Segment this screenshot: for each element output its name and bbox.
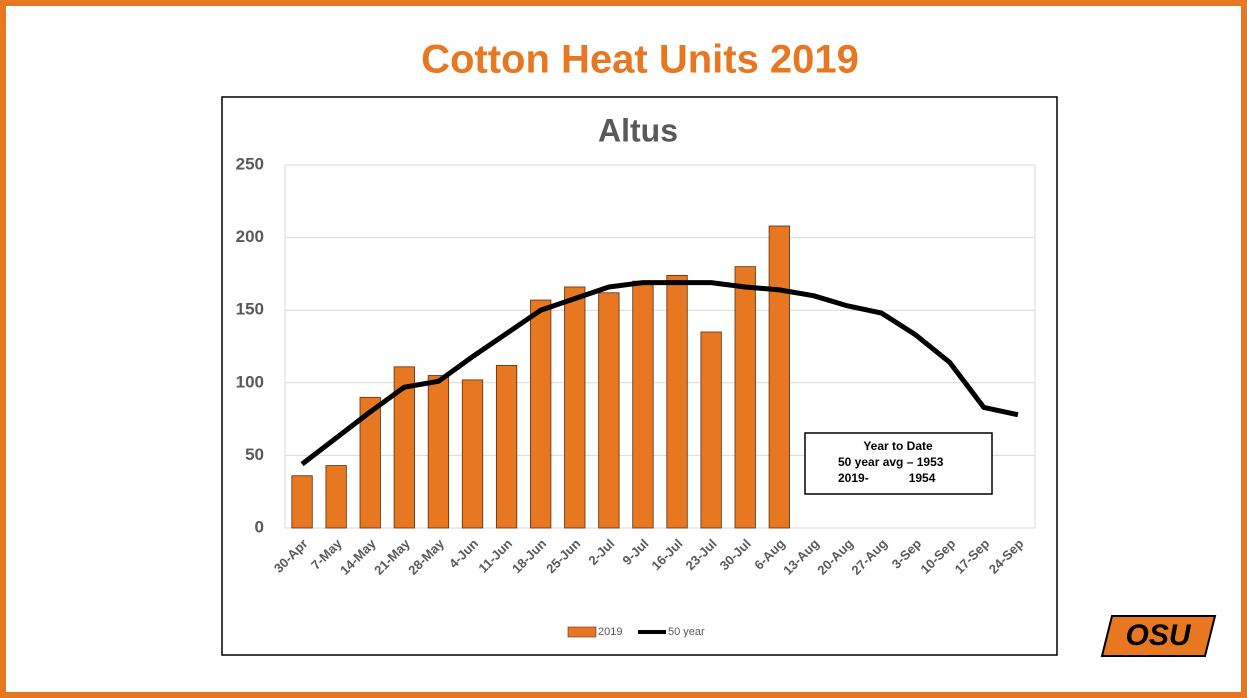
y-tick-label: 200: [236, 227, 264, 246]
legend-swatch: [567, 626, 597, 638]
bar: [325, 465, 347, 529]
bar: [291, 475, 313, 529]
bar: [666, 274, 688, 529]
bar: [530, 299, 552, 529]
bar: [598, 292, 620, 529]
logo-shape: [1100, 615, 1217, 657]
logo: OSU: [1100, 615, 1217, 657]
annotation-text: 2019- 1954: [838, 471, 936, 485]
logo-text: OSU: [1125, 619, 1191, 652]
bar: [632, 280, 654, 529]
bar: [734, 266, 756, 529]
bar: [564, 286, 586, 529]
bar: [427, 375, 450, 529]
bar: [768, 225, 790, 529]
bar: [359, 396, 381, 529]
y-tick-label: 150: [236, 300, 264, 319]
slide-title: Cotton Heat Units 2019: [421, 38, 859, 82]
bar: [461, 379, 484, 529]
legend-label: 2019: [598, 626, 622, 638]
annotation-text: 50 year avg – 1953: [838, 455, 944, 469]
bar: [393, 366, 415, 529]
y-tick-label: 250: [236, 154, 264, 173]
chart-title: Altus: [598, 112, 678, 148]
annotation-box: [804, 432, 993, 495]
annotation-text: Year to Date: [863, 439, 933, 453]
y-tick-label: 50: [245, 445, 264, 464]
y-tick-label: 0: [255, 517, 264, 536]
legend-label: 50 year: [668, 626, 705, 638]
y-tick-label: 100: [236, 372, 264, 391]
bar: [495, 364, 518, 529]
bar: [700, 331, 722, 529]
line: [300, 280, 1019, 467]
